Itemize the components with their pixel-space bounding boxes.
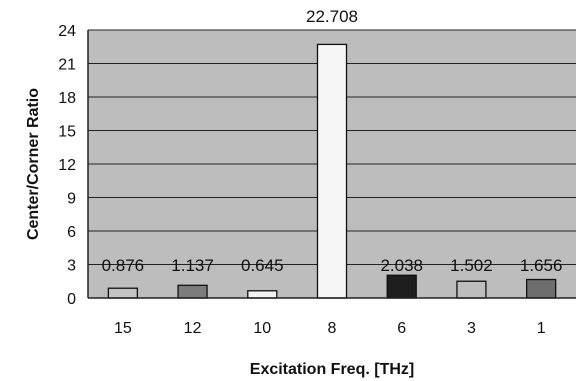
- y-tick-label: 9: [67, 191, 76, 208]
- y-tick-label: 15: [58, 124, 76, 141]
- y-tick-labels: 0 3 6 9 12 15 18 21 24: [58, 23, 76, 308]
- data-label: 1.656: [520, 256, 563, 275]
- data-label: 0.876: [102, 256, 145, 275]
- bar: [316, 43, 348, 299]
- bar: [177, 284, 208, 299]
- data-label: 1.502: [450, 256, 493, 275]
- y-tick-label: 24: [58, 23, 76, 40]
- data-label: 0.645: [241, 256, 284, 275]
- bar: [107, 287, 139, 299]
- x-axis-title: Excitation Freq. [THz]: [250, 361, 414, 378]
- x-tick-label: 8: [328, 320, 337, 337]
- x-tick-label: 6: [397, 320, 406, 337]
- x-tick-label: 12: [184, 320, 202, 337]
- bar: [386, 274, 417, 299]
- y-tick-label: 3: [67, 258, 76, 275]
- y-axis-title: Center/Corner Ratio: [25, 88, 42, 240]
- y-tick-label: 21: [58, 57, 76, 74]
- data-labels: 0.876 1.137 0.645 22.708 2.038 1.502 1.656: [102, 7, 563, 275]
- y-tick-label: 0: [67, 291, 76, 308]
- x-tick-label: 1: [537, 320, 546, 337]
- x-tick-labels: 15 12 10 8 6 3 1: [114, 320, 546, 337]
- data-label: 2.038: [380, 256, 423, 275]
- y-tick-label: 18: [58, 90, 76, 107]
- bar: [525, 278, 557, 299]
- bar: [247, 290, 278, 299]
- bar: [456, 280, 487, 299]
- y-tick-label: 6: [67, 224, 76, 241]
- x-tick-label: 10: [253, 320, 271, 337]
- x-tick-label: 15: [114, 320, 132, 337]
- data-label: 22.708: [306, 7, 358, 26]
- data-label: 1.137: [171, 256, 214, 275]
- y-tick-label: 12: [58, 157, 76, 174]
- x-tick-label: 3: [467, 320, 476, 337]
